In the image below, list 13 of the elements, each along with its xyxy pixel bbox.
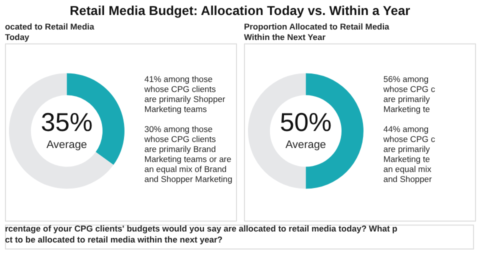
donut-slice (9, 73, 114, 189)
text: Average (285, 138, 326, 151)
text: 30% among those whose CPG clients are primarily Brand Marketing teams or are an equal mix of Brand and Shopper Marketing (143, 124, 233, 184)
chart-subtitle: Proportion Allocated to Retail Media Within the Next Year (244, 21, 390, 42)
text: 41% among those whose CPG clients are primarily Shopper Marketing teams (143, 74, 226, 114)
data-label: 50% (280, 108, 332, 137)
chart-subtitle: ocated to Retail Media Today (4, 21, 95, 42)
text: 44% among whose CPG c are primarily Marketing te an equal mix and Shopper (382, 124, 436, 184)
data-label: 35% (40, 108, 93, 137)
text: Retail Media Budget: Allocation Today vs. Within a Year (70, 2, 410, 18)
text: rcentage of your CPG clients' budgets would you say are allocated to retail media today? What p ct to be allocated to retail media within the next year? (4, 224, 398, 245)
text: Average (46, 138, 87, 151)
text: 56% among whose CPG c are primarily Marketing te (382, 74, 436, 114)
